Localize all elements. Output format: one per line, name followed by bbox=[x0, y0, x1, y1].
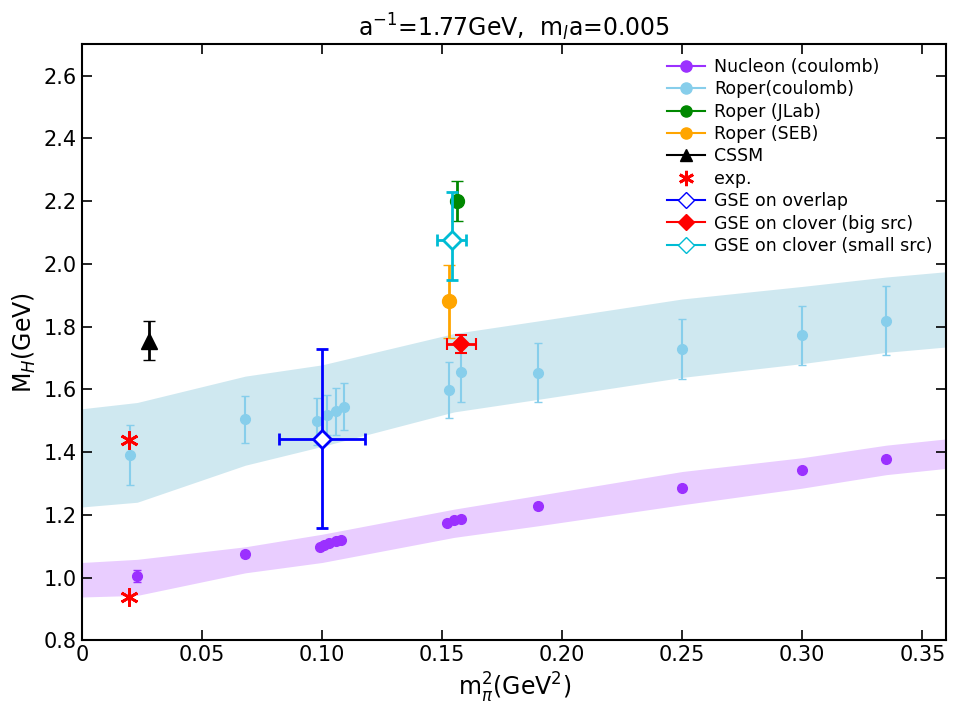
X-axis label: m$_\pi^2$(GeV$^2$): m$_\pi^2$(GeV$^2$) bbox=[458, 671, 571, 705]
Title: a$^{-1}$=1.77GeV,  m$_l$a=0.005: a$^{-1}$=1.77GeV, m$_l$a=0.005 bbox=[358, 11, 670, 42]
Y-axis label: M$_H$(GeV): M$_H$(GeV) bbox=[12, 291, 38, 393]
Legend: Nucleon (coulomb), Roper(coulomb), Roper (JLab), Roper (SEB), CSSM, exp., GSE on: Nucleon (coulomb), Roper(coulomb), Roper… bbox=[661, 53, 938, 260]
